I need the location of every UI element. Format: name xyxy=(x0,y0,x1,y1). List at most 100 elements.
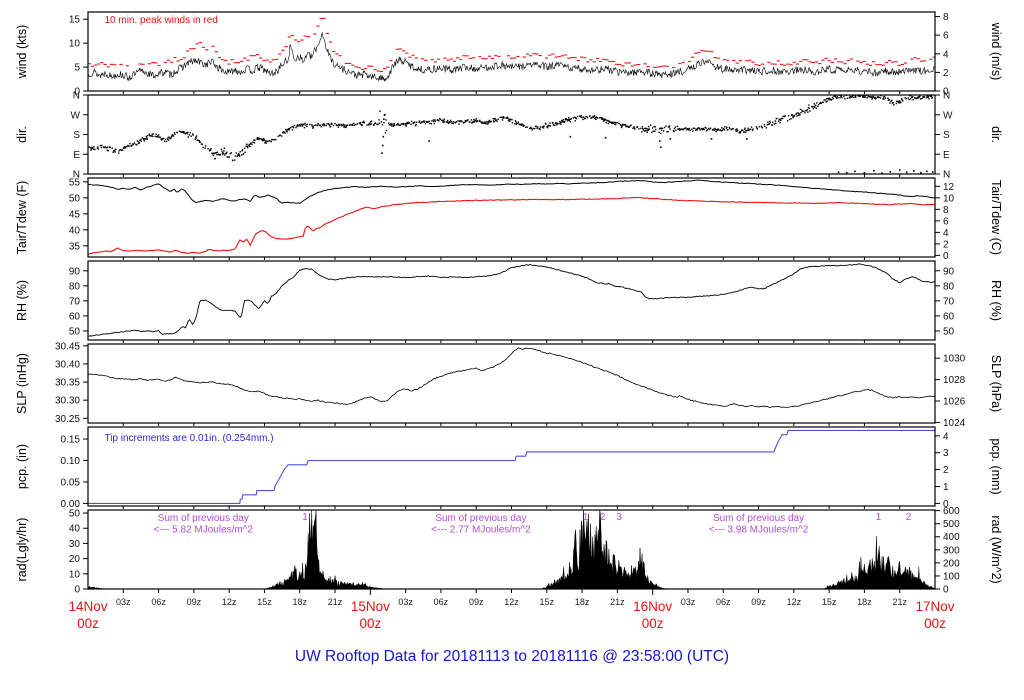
rad-annotation-1: <--- 2.77 MJoules/m^2 xyxy=(431,525,531,536)
svg-text:12: 12 xyxy=(943,182,955,193)
svg-text:10: 10 xyxy=(943,193,955,204)
day-label: 15Nov xyxy=(351,599,390,614)
slp-series xyxy=(88,347,935,409)
svg-text:1026: 1026 xyxy=(943,397,966,408)
hour-label: 15z xyxy=(257,597,272,607)
day-label: 17Nov xyxy=(915,599,954,614)
rad-day-marker: 1 xyxy=(302,512,308,523)
panel-rad: 010203040500100200300400500600rad(Lgly/h… xyxy=(15,506,1003,595)
hour-label: 09z xyxy=(187,597,202,607)
pcp-series xyxy=(88,429,935,504)
svg-text:1028: 1028 xyxy=(943,375,966,386)
svg-text:0: 0 xyxy=(74,87,80,98)
hour-label: 06z xyxy=(716,597,731,607)
svg-text:40: 40 xyxy=(69,524,81,535)
rh-series xyxy=(88,263,935,337)
svg-text:0.05: 0.05 xyxy=(61,477,81,488)
svg-text:70: 70 xyxy=(943,296,955,307)
svg-text:100: 100 xyxy=(943,571,960,582)
wind-ylabel-left: wind (kts) xyxy=(15,25,29,79)
hour-label: 03z xyxy=(398,597,413,607)
hour-label: 18z xyxy=(575,597,590,607)
slp-panel-border xyxy=(87,343,936,424)
svg-text:30.30: 30.30 xyxy=(55,396,80,407)
rad-ylabel-right: rad (W/m^2) xyxy=(989,515,1003,583)
svg-text:0.00: 0.00 xyxy=(61,499,81,510)
svg-text:15: 15 xyxy=(69,15,81,26)
svg-text:6: 6 xyxy=(943,31,949,42)
pcp-ylabel-left: pcp. (in) xyxy=(15,444,29,489)
svg-text:0.10: 0.10 xyxy=(61,456,81,467)
svg-text:0: 0 xyxy=(74,585,80,596)
hour-label: 12z xyxy=(222,597,237,607)
svg-text:90: 90 xyxy=(943,266,955,277)
svg-text:30.40: 30.40 xyxy=(55,359,80,370)
hour-label: 03z xyxy=(681,597,696,607)
svg-text:30: 30 xyxy=(69,539,81,550)
svg-text:8: 8 xyxy=(943,205,949,216)
rh-panel-border xyxy=(87,260,936,341)
svg-text:35: 35 xyxy=(69,241,81,252)
rad-annotation-0: <--- 5.82 MJoules/m^2 xyxy=(154,525,254,536)
day-label: 14Nov xyxy=(68,599,107,614)
hour-label: 21z xyxy=(892,597,907,607)
dir-ylabel-right: dir. xyxy=(989,126,1003,143)
svg-text:30.45: 30.45 xyxy=(55,341,80,352)
svg-text:N: N xyxy=(73,170,80,181)
svg-text:10: 10 xyxy=(69,569,81,580)
svg-text:50: 50 xyxy=(69,326,81,337)
hour-label: 15z xyxy=(540,597,555,607)
svg-text:E: E xyxy=(73,150,80,161)
chart-title: UW Rooftop Data for 20181113 to 20181116… xyxy=(294,648,730,665)
svg-text:4: 4 xyxy=(943,49,949,60)
svg-text:2: 2 xyxy=(943,465,949,476)
svg-text:4: 4 xyxy=(943,228,949,239)
wind-series xyxy=(88,17,935,82)
rad-day-marker: 1 xyxy=(876,512,882,523)
pcp-ylabel-right: pcp. (mm) xyxy=(989,438,1003,494)
svg-text:20: 20 xyxy=(69,554,81,565)
svg-text:8: 8 xyxy=(943,12,949,23)
svg-text:300: 300 xyxy=(943,545,960,556)
dir-series xyxy=(88,95,934,174)
rad-day-marker: 2 xyxy=(906,512,912,523)
panel-wind: 0 5 10 15 0 2 4 6 8 wind (kts) wind (m/s) 10 min. p… xyxy=(15,11,1003,98)
day-label: 16Nov xyxy=(633,599,672,614)
svg-text:1: 1 xyxy=(943,482,949,493)
day-label-hour: 00z xyxy=(924,616,946,631)
svg-text:60: 60 xyxy=(69,311,81,322)
svg-text:55: 55 xyxy=(69,177,81,188)
svg-text:1030: 1030 xyxy=(943,354,966,365)
svg-text:70: 70 xyxy=(69,296,81,307)
svg-text:S: S xyxy=(943,130,950,141)
svg-text:6: 6 xyxy=(943,216,949,227)
slp-ylabel-left: SLP (inHg) xyxy=(15,353,29,414)
hour-label: 09z xyxy=(469,597,484,607)
wind-ylabel-right: wind (m/s) xyxy=(989,22,1003,81)
svg-text:5: 5 xyxy=(74,63,80,74)
svg-text:E: E xyxy=(943,150,950,161)
hour-label: 18z xyxy=(292,597,307,607)
svg-text:50: 50 xyxy=(69,193,81,204)
svg-text:30.25: 30.25 xyxy=(55,414,80,425)
svg-text:45: 45 xyxy=(69,209,81,220)
hour-label: 09z xyxy=(751,597,766,607)
svg-text:30.35: 30.35 xyxy=(55,378,80,389)
hour-label: 21z xyxy=(328,597,343,607)
svg-text:3: 3 xyxy=(943,448,949,459)
dir-panel-border xyxy=(87,94,936,175)
svg-text:4: 4 xyxy=(943,431,949,442)
svg-text:2: 2 xyxy=(943,68,949,79)
rad-ylabel-left: rad(Lgly/hr) xyxy=(15,518,29,582)
svg-text:N: N xyxy=(73,91,80,102)
rad-annotation-2: Sum of previous day xyxy=(713,513,804,524)
rad-annotation-0: Sum of previous day xyxy=(158,513,249,524)
panel-slp: 30.25 30.30 30.35 30.40 30.45 1024 1026 1028 103… xyxy=(15,341,1003,429)
day-label-hour: 00z xyxy=(77,616,99,631)
day-label-hour: 00z xyxy=(642,616,664,631)
svg-text:0.15: 0.15 xyxy=(61,435,81,446)
svg-text:500: 500 xyxy=(943,519,960,530)
rad-day-marker: 3 xyxy=(616,512,622,523)
